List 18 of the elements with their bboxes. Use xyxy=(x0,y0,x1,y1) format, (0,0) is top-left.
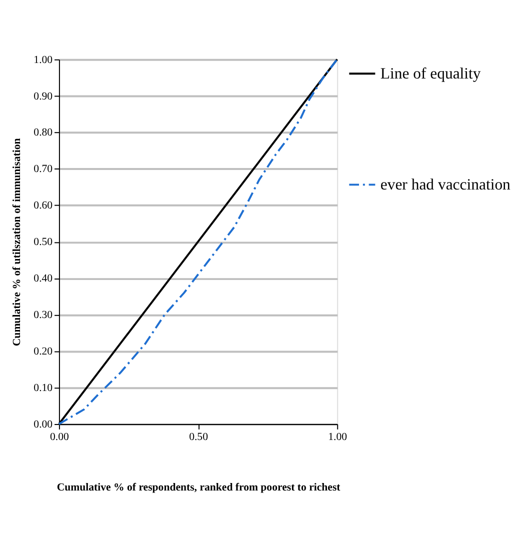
x-axis-title: Cumulative % of respondents, ranked from poorest to richest xyxy=(56,481,341,494)
legend-label: ever had vaccination xyxy=(380,176,511,194)
y-tick-label: 0.10 xyxy=(34,382,53,394)
x-tick-label: 0.00 xyxy=(50,431,69,444)
y-tick-label: 0.80 xyxy=(34,126,53,139)
y-tick-label: 0.60 xyxy=(34,200,53,212)
y-tick-label: 0.70 xyxy=(34,163,53,176)
y-tick-label: 0.30 xyxy=(34,309,53,322)
x-tick-label: 0.50 xyxy=(189,431,208,444)
y-tick-label: 0.90 xyxy=(34,90,53,102)
x-tick-label: 1.00 xyxy=(328,431,348,444)
y-tick-label: 0.00 xyxy=(34,418,53,430)
y-tick-label: 0.20 xyxy=(34,346,53,358)
y-axis-title: Cumulative % of utilszation of immunisation xyxy=(10,138,23,346)
y-tick-label: 0.50 xyxy=(34,236,53,248)
y-tick-label: 1.00 xyxy=(34,54,53,66)
legend-label: Line of equality xyxy=(380,66,481,83)
y-tick-label: 0.40 xyxy=(34,272,53,285)
